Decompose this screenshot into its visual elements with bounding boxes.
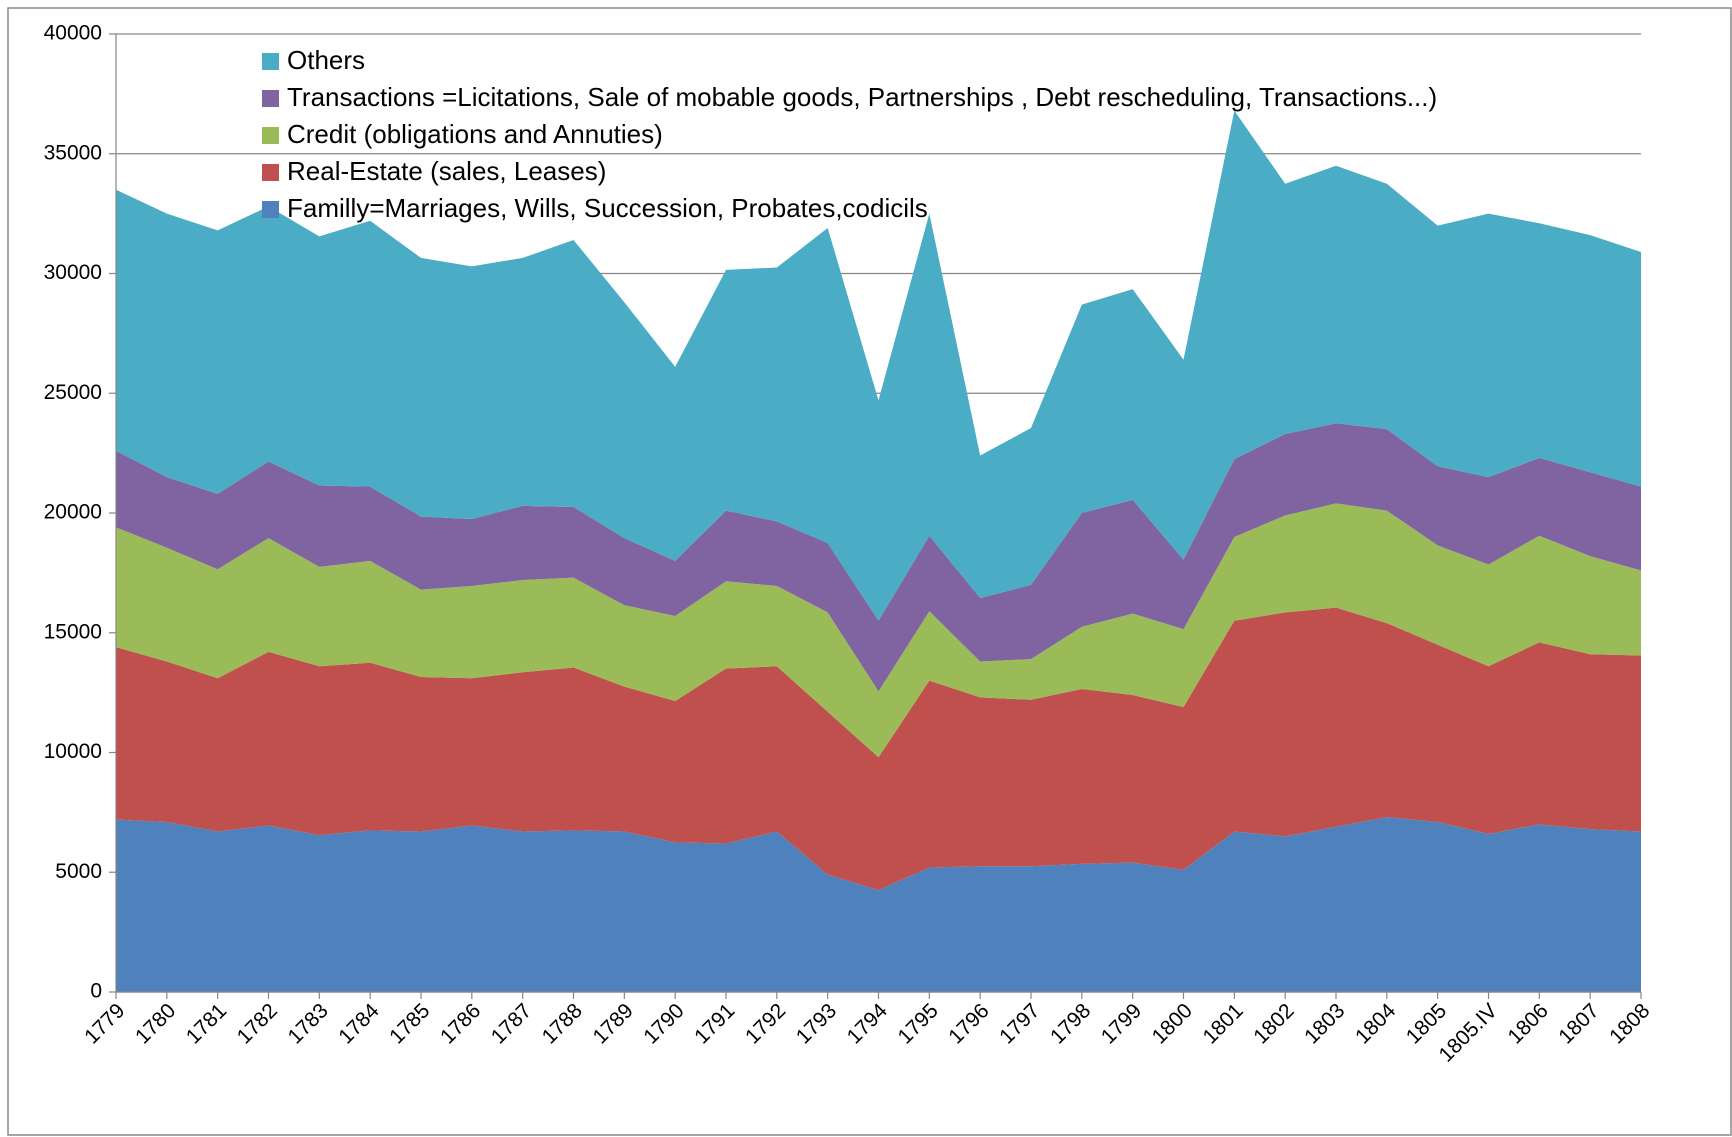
- legend-swatch: [262, 127, 279, 144]
- y-tick-label: 40000: [44, 22, 102, 45]
- area: [116, 817, 1641, 992]
- y-tick-label: 35000: [44, 141, 102, 164]
- area: [116, 423, 1641, 692]
- legend-swatch: [262, 90, 279, 107]
- area: [116, 503, 1641, 758]
- legend-label: Familly=Marriages, Wills, Succession, Pr…: [287, 193, 928, 223]
- y-tick-label: 0: [90, 980, 102, 1003]
- y-tick-label: 25000: [44, 381, 102, 404]
- legend-label: Credit (obligations and Annuties): [287, 119, 663, 149]
- legend-label: Real-Estate (sales, Leases): [287, 156, 606, 186]
- legend-swatch: [262, 201, 279, 218]
- legend-label: Others: [287, 45, 365, 75]
- y-tick-label: 15000: [44, 620, 102, 643]
- area: [116, 607, 1641, 891]
- y-tick-label: 10000: [44, 740, 102, 763]
- y-tick-label: 20000: [44, 501, 102, 524]
- area: [116, 110, 1641, 621]
- legend-swatch: [262, 164, 279, 181]
- legend-swatch: [262, 53, 279, 70]
- y-tick-label: 30000: [44, 261, 102, 284]
- y-tick-label: 5000: [55, 860, 102, 883]
- legend-label: Transactions =Licitations, Sale of mobab…: [287, 82, 1437, 112]
